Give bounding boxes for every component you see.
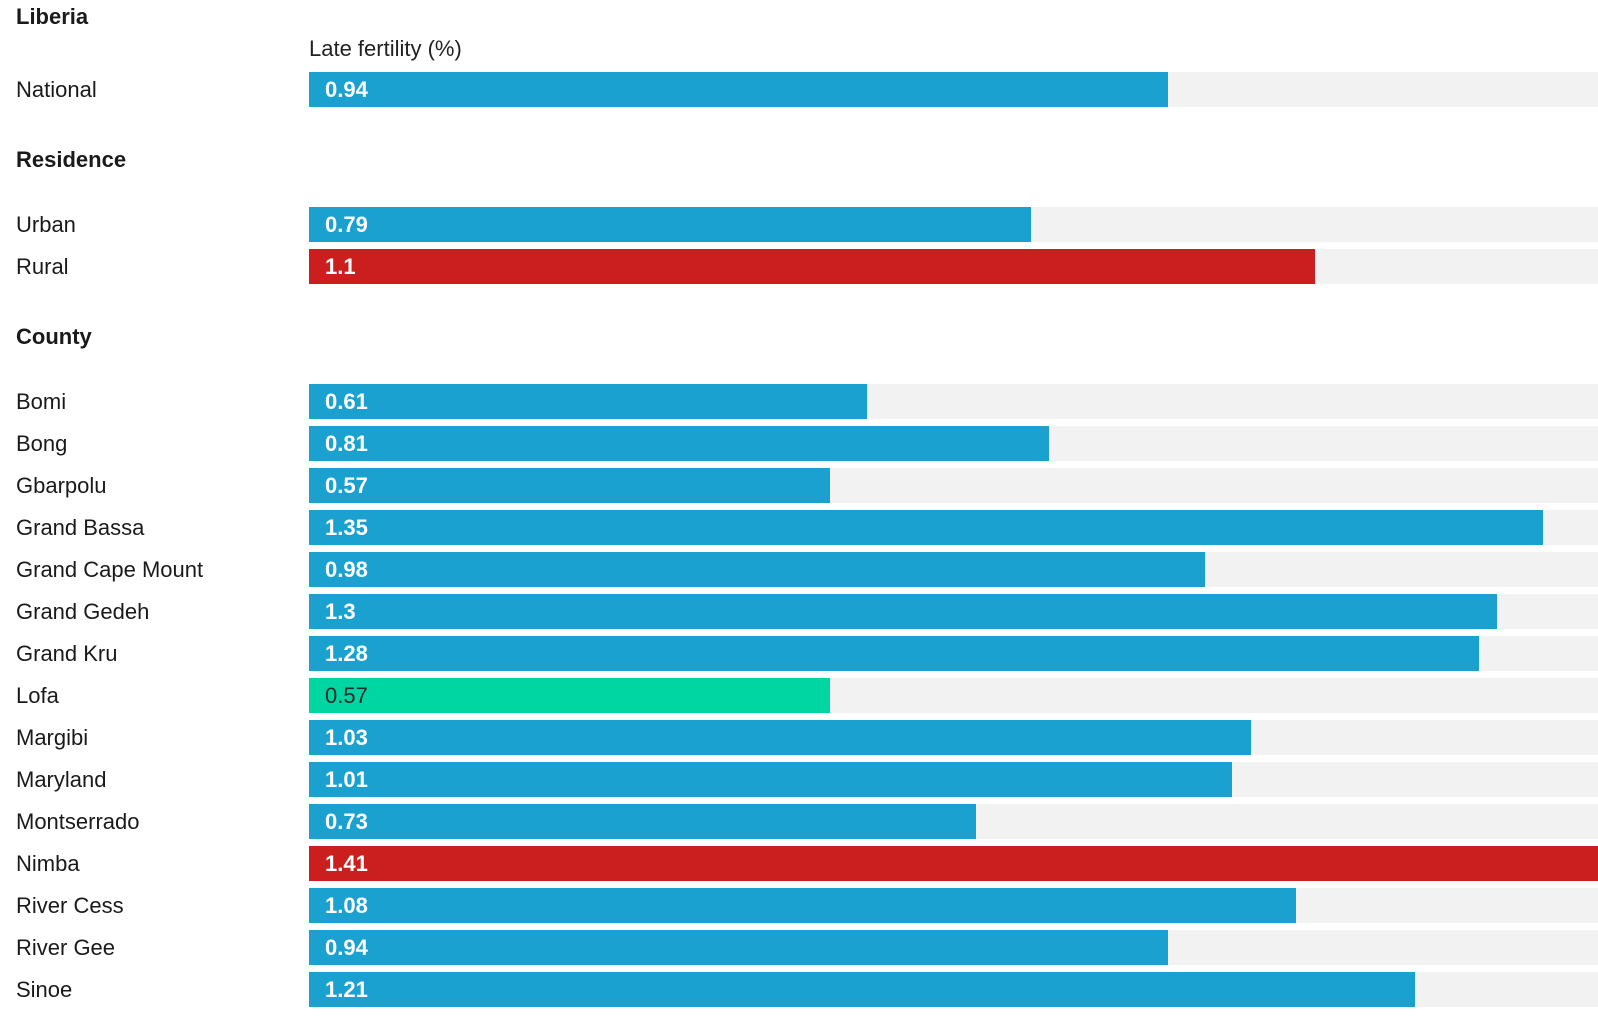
bar-value-label-gbarpolu: 0.57 <box>325 473 368 498</box>
bar-track-lofa: 0.57 <box>309 678 1598 713</box>
bar-track-montserrado: 0.73 <box>309 804 1598 839</box>
bar-bong[interactable]: 0.81 <box>309 426 1050 461</box>
bar-track-grand-kru: 1.28 <box>309 636 1598 671</box>
row-label-grand-gedeh: Grand Gedeh <box>16 599 150 624</box>
bar-track-national: 0.94 <box>309 72 1598 107</box>
bar-track-river-cess: 1.08 <box>309 888 1598 923</box>
bar-track-rural: 1.1 <box>309 249 1598 284</box>
bar-river-gee[interactable]: 0.94 <box>309 930 1169 965</box>
bar-rural[interactable]: 1.1 <box>309 249 1315 284</box>
bar-track-maryland: 1.01 <box>309 762 1598 797</box>
row-label-national: National <box>16 77 97 102</box>
bar-value-label-urban: 0.79 <box>325 212 368 237</box>
bar-value-label-sinoe: 1.21 <box>325 977 368 1002</box>
bar-grand-cape-mount[interactable]: 0.98 <box>309 552 1205 587</box>
bar-value-label-lofa: 0.57 <box>325 683 368 708</box>
section-heading-county: County <box>16 324 92 349</box>
bar-value-label-montserrado: 0.73 <box>325 809 368 834</box>
bar-track-bong: 0.81 <box>309 426 1598 461</box>
row-label-urban: Urban <box>16 212 76 237</box>
row-label-gbarpolu: Gbarpolu <box>16 473 107 498</box>
row-label-montserrado: Montserrado <box>16 809 140 834</box>
bar-maryland[interactable]: 1.01 <box>309 762 1233 797</box>
bar-grand-bassa[interactable]: 1.35 <box>309 510 1544 545</box>
row-label-bomi: Bomi <box>16 389 67 414</box>
row-label-river-cess: River Cess <box>16 893 124 918</box>
bar-track-river-gee: 0.94 <box>309 930 1598 965</box>
bar-value-label-bomi: 0.61 <box>325 389 368 414</box>
bar-montserrado[interactable]: 0.73 <box>309 804 977 839</box>
row-label-sinoe: Sinoe <box>16 977 73 1002</box>
bar-track-sinoe: 1.21 <box>309 972 1598 1007</box>
bar-river-cess[interactable]: 1.08 <box>309 888 1297 923</box>
row-label-grand-bassa: Grand Bassa <box>16 515 145 540</box>
row-label-grand-kru: Grand Kru <box>16 641 118 666</box>
row-label-margibi: Margibi <box>16 725 89 750</box>
bar-grand-kru[interactable]: 1.28 <box>309 636 1480 671</box>
bar-nimba[interactable]: 1.41 <box>309 846 1598 881</box>
bar-grand-gedeh[interactable]: 1.3 <box>309 594 1498 629</box>
bar-track-nimba: 1.41 <box>309 846 1598 881</box>
chart-title: Liberia <box>16 4 89 29</box>
bar-margibi[interactable]: 1.03 <box>309 720 1251 755</box>
section-heading-residence: Residence <box>16 147 127 172</box>
bar-urban[interactable]: 0.79 <box>309 207 1032 242</box>
bar-value-label-grand-bassa: 1.35 <box>325 515 368 540</box>
bar-value-label-river-gee: 0.94 <box>325 935 368 960</box>
bar-value-label-maryland: 1.01 <box>325 767 368 792</box>
bar-national[interactable]: 0.94 <box>309 72 1169 107</box>
row-label-river-gee: River Gee <box>16 935 116 960</box>
metric-label: Late fertility (%) <box>309 36 462 61</box>
bar-value-label-river-cess: 1.08 <box>325 893 368 918</box>
bar-bomi[interactable]: 0.61 <box>309 384 867 419</box>
bar-value-label-national: 0.94 <box>325 77 368 102</box>
bar-track-gbarpolu: 0.57 <box>309 468 1598 503</box>
bar-value-label-grand-kru: 1.28 <box>325 641 368 666</box>
bar-sinoe[interactable]: 1.21 <box>309 972 1416 1007</box>
bar-value-label-margibi: 1.03 <box>325 725 368 750</box>
bar-lofa[interactable]: 0.57 <box>309 678 831 713</box>
bar-track-grand-cape-mount: 0.98 <box>309 552 1598 587</box>
bar-track-margibi: 1.03 <box>309 720 1598 755</box>
bar-track-urban: 0.79 <box>309 207 1598 242</box>
bar-track-bomi: 0.61 <box>309 384 1598 419</box>
bar-value-label-nimba: 1.41 <box>325 851 368 876</box>
bar-gbarpolu[interactable]: 0.57 <box>309 468 831 503</box>
bar-value-label-grand-cape-mount: 0.98 <box>325 557 368 582</box>
bar-track-grand-bassa: 1.35 <box>309 510 1598 545</box>
row-label-bong: Bong <box>16 431 68 456</box>
bar-value-label-rural: 1.1 <box>325 254 356 279</box>
bar-value-label-bong: 0.81 <box>325 431 368 456</box>
row-label-maryland: Maryland <box>16 767 107 792</box>
bar-value-label-grand-gedeh: 1.3 <box>325 599 356 624</box>
row-label-nimba: Nimba <box>16 851 80 876</box>
row-label-grand-cape-mount: Grand Cape Mount <box>16 557 204 582</box>
bar-track-grand-gedeh: 1.3 <box>309 594 1598 629</box>
row-label-rural: Rural <box>16 254 69 279</box>
row-label-lofa: Lofa <box>16 683 59 708</box>
